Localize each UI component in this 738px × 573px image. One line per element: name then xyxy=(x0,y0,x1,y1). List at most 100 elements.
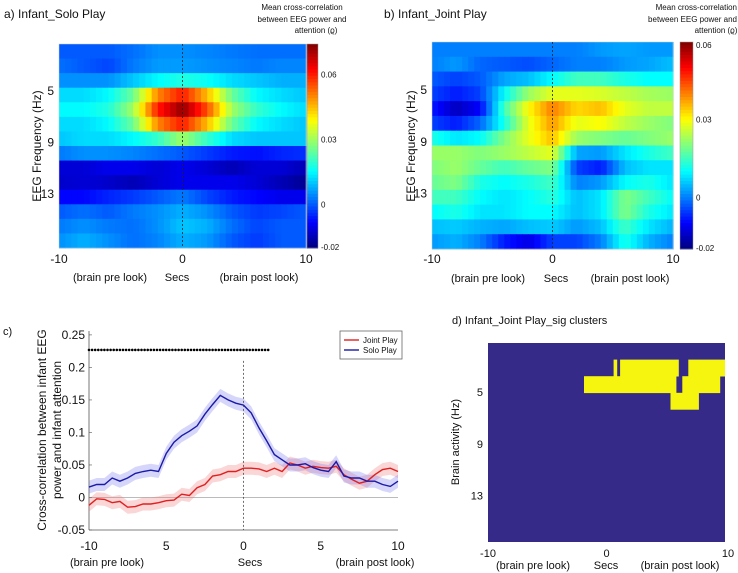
heatmap-cell xyxy=(256,58,264,74)
heatmap-cell xyxy=(102,175,109,191)
heatmap-cell xyxy=(225,116,233,132)
significance-marker xyxy=(149,348,153,352)
heatmap-cell xyxy=(145,102,153,118)
heatmap-cell xyxy=(624,219,632,235)
heatmap-cell xyxy=(77,116,85,132)
heatmap-cell xyxy=(133,160,140,176)
heatmap-cell xyxy=(244,116,252,132)
heatmap-cell xyxy=(636,56,644,72)
x-tick-label: 0 xyxy=(549,252,556,266)
heatmap-cell xyxy=(600,130,608,146)
heatmap-cell xyxy=(139,233,147,249)
heatmap-cell xyxy=(244,44,252,59)
heatmap-cell xyxy=(516,189,523,206)
heatmap-cell xyxy=(462,130,469,146)
heatmap-cell xyxy=(139,44,147,59)
heatmap-cell xyxy=(468,204,475,220)
heatmap-cell xyxy=(157,87,165,103)
colorbar-segment xyxy=(307,209,318,214)
heatmap-cell xyxy=(201,73,208,89)
x-sublabel: Secs xyxy=(594,560,619,572)
heatmap-cell xyxy=(564,234,572,250)
heatmap-cell xyxy=(77,44,85,59)
heatmap-cell xyxy=(522,204,530,220)
heatmap-cell xyxy=(468,86,475,102)
heatmap-cell xyxy=(522,234,530,250)
heatmap-cell xyxy=(516,219,523,235)
colorbar-segment xyxy=(307,85,318,90)
heatmap-cell xyxy=(558,86,566,102)
heatmap-cell xyxy=(268,116,276,132)
colorbar-segment xyxy=(680,51,693,56)
colorbar-segment xyxy=(307,114,318,118)
heatmap-cell xyxy=(77,218,85,234)
heatmap-cell xyxy=(244,160,252,176)
heatmap-cell xyxy=(108,204,116,220)
heatmap-cell xyxy=(163,233,171,249)
heatmap-cell xyxy=(486,145,493,161)
heatmap-cell xyxy=(558,175,566,191)
colorbar-tick-label: 0 xyxy=(696,193,701,202)
heatmap-cell xyxy=(256,73,264,89)
heatmap-cell xyxy=(207,146,214,161)
heatmap-cell xyxy=(462,145,469,161)
colorbar-segment xyxy=(307,184,318,188)
colorbar-segment xyxy=(680,197,693,201)
heatmap-cell xyxy=(624,101,632,117)
heatmap-cell xyxy=(432,234,439,250)
heatmap-cell xyxy=(120,131,128,147)
heatmap-cell xyxy=(176,102,184,118)
heatmap-cell xyxy=(201,218,208,234)
heatmap-cell xyxy=(648,189,656,206)
heatmap-cell xyxy=(576,160,584,176)
heatmap-cell xyxy=(268,44,276,59)
heatmap-cell xyxy=(83,87,91,103)
heatmap-cell xyxy=(462,160,469,176)
heatmap-cell xyxy=(504,86,511,102)
heatmap-cell xyxy=(281,189,289,205)
heatmap-cell xyxy=(468,219,475,235)
heatmap-cell xyxy=(59,44,66,59)
heatmap-cell xyxy=(219,146,227,161)
heatmap-cell xyxy=(528,86,536,102)
heatmap-cell xyxy=(299,102,307,118)
heatmap-cell xyxy=(207,87,214,103)
heatmap-cell xyxy=(444,175,451,191)
heatmap-cell xyxy=(486,189,493,206)
heatmap-cell xyxy=(145,233,153,249)
heatmap-cell xyxy=(281,175,289,191)
heatmap-cell xyxy=(462,234,469,250)
colorbar-segment xyxy=(680,190,693,195)
heatmap-cell xyxy=(176,204,184,220)
heatmap-cell xyxy=(654,145,662,161)
heatmap-cell xyxy=(480,160,487,176)
heatmap-cell xyxy=(438,175,445,191)
colorbar-segment xyxy=(307,149,318,153)
colorbar-segment xyxy=(307,216,318,220)
colorbar-segment xyxy=(680,242,693,247)
heatmap-cell xyxy=(486,234,493,250)
heatmap-cell xyxy=(182,44,190,59)
heatmap-cell xyxy=(182,102,190,118)
colorbar-tick-label: 0.06 xyxy=(321,70,337,79)
heatmap-cell xyxy=(120,175,128,191)
heatmap-cell xyxy=(504,204,511,220)
x-tick-label: 10 xyxy=(299,252,313,266)
colorbar-segment xyxy=(680,77,693,82)
heatmap-cell xyxy=(213,58,221,74)
heatmap-cell xyxy=(618,115,626,132)
heatmap-cell xyxy=(474,219,481,235)
heatmap-cell xyxy=(444,189,451,206)
heatmap-cell xyxy=(170,131,177,147)
heatmap-cell xyxy=(606,234,614,250)
colorbar-segment xyxy=(307,212,318,217)
heatmap-cell xyxy=(96,73,103,89)
heatmap-cell xyxy=(59,131,66,147)
colorbar-segment xyxy=(680,100,693,104)
significance-marker xyxy=(161,348,165,352)
heatmap-cell xyxy=(630,204,638,220)
heatmap-cell xyxy=(504,56,511,72)
colorbar-tick-label: 0.03 xyxy=(696,116,712,125)
heatmap-cell xyxy=(77,160,85,176)
heatmap-cell xyxy=(244,189,252,205)
